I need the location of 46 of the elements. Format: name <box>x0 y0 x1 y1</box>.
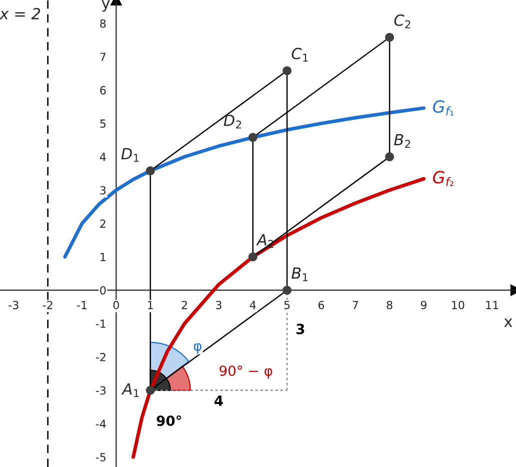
annotation: A$_{2}$ <box>256 234 274 248</box>
annotation: D$_{2}$ <box>224 114 242 128</box>
y-tick-label: 8 <box>100 19 106 28</box>
annotation: D$_{1}$ <box>121 148 139 162</box>
x-tick-label: 10 <box>452 300 464 310</box>
annotation: 90° − φ <box>220 365 272 379</box>
annotation: C$_{1}$ <box>292 48 308 62</box>
x-tick-label: 11 <box>486 300 498 310</box>
x-tick-label: 5 <box>284 300 290 310</box>
y-tick-label: -1 <box>96 320 106 328</box>
x-tick-label: -1 <box>77 300 87 310</box>
y-tick-label: 7 <box>100 52 106 61</box>
annotation: 4 <box>214 396 223 406</box>
series-label: G$_{f₁}$ <box>433 100 454 116</box>
annotation: 90° <box>156 415 182 426</box>
y-tick-label: 3 <box>100 186 106 195</box>
y-tick-label: 5 <box>100 120 106 128</box>
y-tick-label: 0 <box>100 286 106 295</box>
x-tick-label: 1 <box>148 300 153 310</box>
y-tick-label: 2 <box>100 219 106 228</box>
annotation: A$_{1}$ <box>121 383 139 397</box>
y-tick-label: 4 <box>100 152 106 161</box>
x-axis-title: x <box>504 318 512 327</box>
annotation: 3 <box>296 324 304 334</box>
annotation: C$_{2}$ <box>394 14 410 28</box>
annotation: φ <box>194 343 202 354</box>
y-tick-label: -3 <box>96 386 106 395</box>
x-tick-label: 2 <box>182 300 187 310</box>
x-tick-label: 7 <box>352 300 358 310</box>
y-axis-title: y <box>102 0 110 12</box>
y-tick-label: 1 <box>100 252 106 262</box>
x-tick-label: 3 <box>216 300 222 310</box>
annotation: B$_{1}$ <box>292 268 308 282</box>
x-tick-label: 4 <box>250 300 256 310</box>
y-tick-label: -4 <box>96 420 106 428</box>
x-tick-label: 8 <box>386 300 392 310</box>
x-tick-label: 9 <box>420 300 426 310</box>
y-tick-label: -5 <box>96 453 106 462</box>
x-tick-label: -3 <box>8 300 18 310</box>
x-tick-label: 0 <box>113 300 119 310</box>
series-label: G$_{f₂}$ <box>433 170 454 186</box>
annotation: B$_{2}$ <box>394 134 410 148</box>
y-tick-label: 6 <box>100 86 106 94</box>
x-tick-label: 6 <box>318 300 324 310</box>
y-tick-label: -2 <box>96 352 106 362</box>
x-tick-label: -2 <box>42 300 52 310</box>
